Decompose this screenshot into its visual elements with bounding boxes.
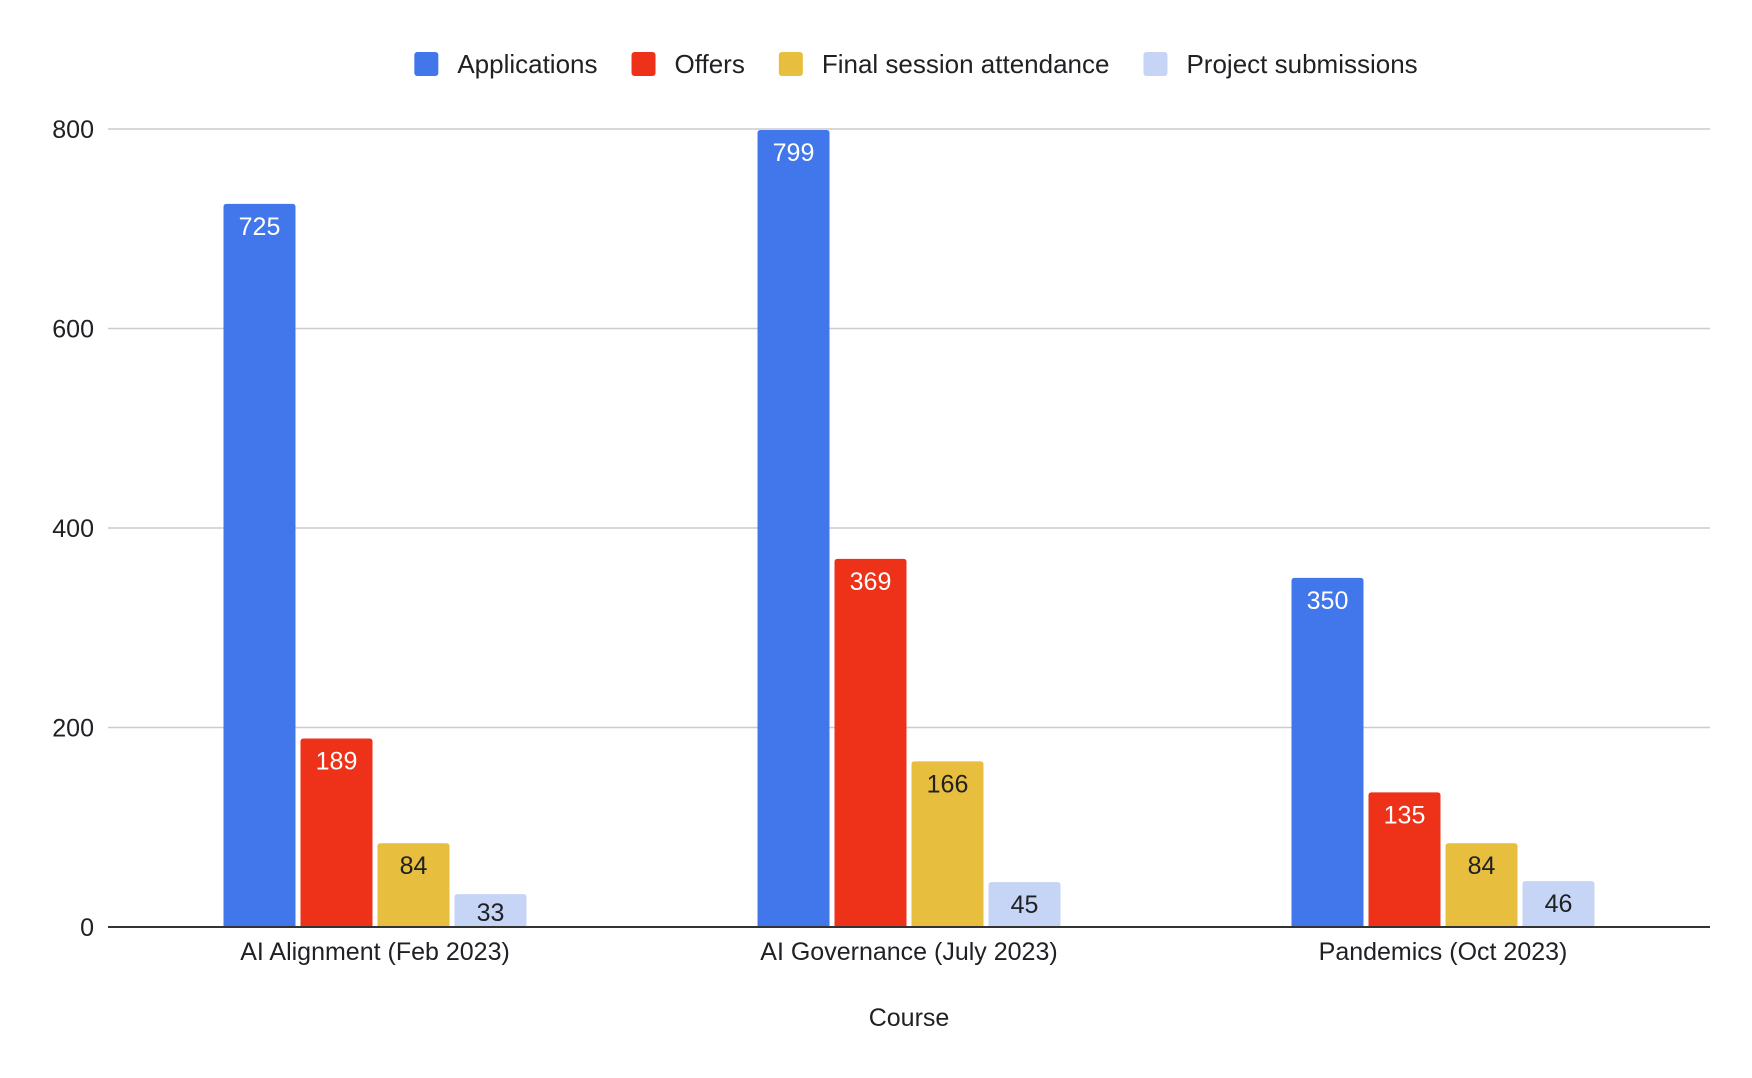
bar-applications-2 xyxy=(1291,577,1364,927)
legend-swatch xyxy=(414,52,439,76)
bar-project-submissions-0 xyxy=(454,894,527,927)
bars xyxy=(223,129,1595,927)
data-label-final-session-attendance-1: 166 xyxy=(927,770,969,798)
y-tick-label: 600 xyxy=(52,316,94,344)
x-category-label: Pandemics (Oct 2023) xyxy=(1319,938,1568,966)
y-tick-label: 400 xyxy=(52,515,94,543)
bar-final-session-attendance-2 xyxy=(1445,843,1518,927)
legend-swatch xyxy=(778,52,803,76)
data-label-applications-1: 799 xyxy=(773,139,815,167)
legend-item-final-session-attendance: Final session attendance xyxy=(778,49,1110,79)
x-category-label: AI Governance (July 2023) xyxy=(760,938,1057,966)
y-axis-ticks: 0 200 400 600 800 xyxy=(52,116,94,942)
bar-offers-2 xyxy=(1368,792,1441,927)
y-tick-label: 0 xyxy=(80,914,94,942)
bar-project-submissions-1 xyxy=(988,882,1061,927)
legend-label: Applications xyxy=(457,49,597,79)
bar-offers-1 xyxy=(834,558,907,927)
data-label-applications-0: 725 xyxy=(239,213,281,241)
legend-swatch xyxy=(631,52,656,76)
legend-item-project-submissions: Project submissions xyxy=(1143,49,1418,79)
legend-label: Project submissions xyxy=(1186,49,1417,79)
data-label-project-submissions-1: 45 xyxy=(1011,891,1039,919)
data-label-final-session-attendance-0: 84 xyxy=(400,852,428,880)
x-axis-category-labels: AI Alignment (Feb 2023) AI Governance (Ju… xyxy=(240,938,1567,966)
data-label-offers-1: 369 xyxy=(850,568,892,596)
bar-final-session-attendance-1 xyxy=(911,761,984,927)
bar-data-labels: 725 189 84 33 799 369 166 45 350 135 84 46 xyxy=(239,139,1573,927)
legend: Applications Offers Final session attendan… xyxy=(414,49,1418,79)
data-label-offers-2: 135 xyxy=(1384,801,1426,829)
legend-swatch xyxy=(1143,52,1168,76)
bar-applications-0 xyxy=(223,203,296,927)
bar-project-submissions-2 xyxy=(1522,881,1595,927)
legend-item-offers: Offers xyxy=(631,49,745,79)
y-tick-label: 200 xyxy=(52,715,94,743)
bar-final-session-attendance-0 xyxy=(377,843,450,927)
legend-label: Offers xyxy=(675,49,745,79)
data-label-applications-2: 350 xyxy=(1307,587,1349,615)
data-label-project-submissions-0: 33 xyxy=(477,899,505,927)
x-category-label: AI Alignment (Feb 2023) xyxy=(240,938,510,966)
x-axis-title: Course xyxy=(869,1004,950,1032)
data-label-final-session-attendance-2: 84 xyxy=(1468,852,1496,880)
legend-item-applications: Applications xyxy=(414,49,598,79)
data-label-offers-0: 189 xyxy=(316,747,358,775)
data-label-project-submissions-2: 46 xyxy=(1545,890,1573,918)
bar-applications-1 xyxy=(757,129,830,927)
y-tick-label: 800 xyxy=(52,116,94,144)
bar-offers-0 xyxy=(300,738,373,927)
gridlines xyxy=(108,128,1710,729)
legend-label: Final session attendance xyxy=(822,49,1110,79)
